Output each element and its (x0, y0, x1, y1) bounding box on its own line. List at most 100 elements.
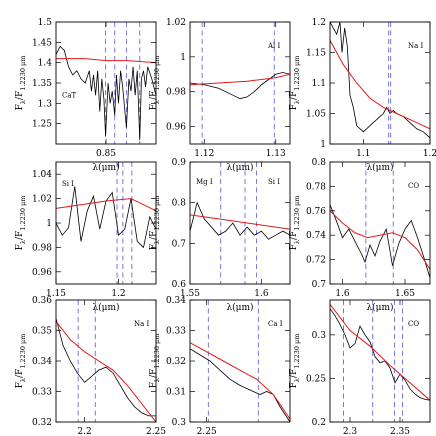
y-tick-label: 0.36 (32, 296, 52, 306)
y-tick-label: 1.04 (32, 170, 52, 180)
panel-3: 1.1 1.2 1 1.05 1.1 1.15 1.2 λ(μm) Fλ/F1.2230 μm N… (289, 18, 436, 173)
x-tick-label: 2.2 (77, 427, 91, 436)
x-tick-label: 1.65 (395, 289, 415, 299)
feature-label: Si I (268, 178, 280, 186)
y-tick-label: 0.7 (312, 280, 327, 290)
x-tick-label: 2.35 (390, 427, 410, 436)
y-tick-label: 1.02 (32, 195, 52, 205)
y-tick-label: 1.05 (306, 110, 326, 120)
y-tick-label: 0.76 (306, 207, 326, 217)
y-tick-label: 0.9 (172, 158, 187, 168)
panel-7: 2.2 2.25 0.32 0.33 0.34 0.35 0.36 λ(μm) Fλ/F1.22… (15, 296, 166, 436)
x-axis-label: λ(μm) (92, 302, 119, 313)
model-spectrum-line (56, 321, 156, 422)
y-tick-label: 1.15 (306, 49, 326, 59)
panel-1: 0.85 1.25 1.3 1.35 1.4 1.45 1.5 λ(μm) Fλ/F1.2230… (15, 18, 157, 173)
y-tick-label: 0.7 (172, 239, 187, 249)
y-tick-label: 0.32 (32, 418, 52, 428)
x-tick-label: 1.12 (194, 149, 214, 159)
feature-label: Mg I (196, 178, 213, 186)
y-tick-label: 0.6 (172, 280, 187, 290)
y-tick-label: 1 (46, 219, 52, 229)
y-tick-label: 0.35 (32, 327, 52, 337)
y-axis-label: Fλ/F1.2230 μm (149, 56, 161, 111)
plot-frame (329, 161, 431, 285)
x-tick-label: 1.2 (111, 289, 125, 299)
feature-label: Si I (62, 180, 74, 188)
x-tick-label: 1.15 (46, 289, 66, 299)
y-axis-label: Fλ/F1.2230 μm (289, 196, 301, 251)
x-axis-label: λ(μm) (226, 162, 253, 173)
x-axis-label: λ(μm) (92, 162, 119, 173)
y-tick-label: 0.31 (166, 388, 186, 398)
model-spectrum-line (330, 304, 430, 401)
panel-5: 1.55 1.6 0.6 0.7 0.8 0.9 λ(μm) Fλ/F1.2230 μm Mg … (149, 158, 291, 313)
y-axis-label: Fλ/F1.2230 μm (289, 334, 301, 389)
y-tick-label: 1.2 (312, 18, 326, 28)
model-spectrum-line (330, 210, 430, 270)
y-tick-label: 1 (180, 53, 186, 63)
y-tick-label: 1.35 (32, 79, 52, 89)
x-axis-label: λ(μm) (366, 302, 393, 313)
y-tick-label: 0.96 (32, 268, 52, 278)
panel-9: 2.3 2.35 0.2 0.25 0.3 λ(μm) Fλ/F1.2230 μm CO (289, 299, 431, 436)
y-tick-label: 0.25 (306, 374, 326, 384)
y-tick-label: 0.74 (306, 231, 326, 241)
model-spectrum-line (190, 214, 290, 230)
model-spectrum-line (56, 58, 156, 64)
x-axis-label: λ(μm) (366, 162, 393, 173)
x-tick-label: 1.6 (254, 289, 269, 299)
y-tick-label: 0.34 (32, 357, 52, 367)
x-tick-label: 1.55 (180, 289, 200, 299)
panel-8: 2.25 0.3 0.31 0.32 0.33 0.34 λ(μm) Fλ/F1.2230 μ… (149, 296, 291, 436)
observed-spectrum-line (56, 45, 156, 140)
x-tick-label: 1.2 (423, 149, 436, 159)
observed-spectrum-line (330, 204, 430, 279)
observed-spectrum-line (190, 72, 290, 100)
model-spectrum-line (330, 40, 430, 130)
y-tick-label: 0.3 (172, 418, 187, 428)
y-tick-label: 0.78 (306, 182, 326, 192)
observed-spectrum-line (190, 201, 290, 240)
feature-label: Na I (408, 42, 424, 50)
feature-label: Ca I (268, 320, 283, 328)
y-tick-label: 1.4 (38, 59, 53, 69)
feature-label: CO (408, 182, 419, 190)
y-tick-label: 0.3 (312, 331, 327, 341)
x-tick-label: 1.13 (266, 149, 286, 159)
y-axis-label: Fλ/F1.2230 μm (15, 196, 27, 251)
y-tick-label: 0.33 (32, 388, 52, 398)
x-axis-label: λ(μm) (226, 302, 253, 313)
observed-spectrum-line (56, 186, 156, 249)
y-axis-label: Fλ/F1.2230 μm (149, 196, 161, 251)
x-tick-label: 2.25 (146, 427, 166, 436)
y-axis-label: Fλ/F1.2230 μm (15, 56, 27, 111)
panel-6: 1.6 1.65 0.7 0.72 0.74 0.76 0.78 0.8 λ(μm) Fλ/F1.… (289, 158, 431, 313)
y-tick-label: 0.33 (166, 327, 186, 337)
y-tick-label: 0.8 (312, 158, 327, 168)
plot-frame (55, 299, 157, 423)
observed-spectrum-line (330, 308, 430, 401)
y-tick-label: 0.72 (306, 256, 326, 266)
y-tick-label: 1 (320, 140, 326, 150)
y-axis-label: Fλ/F1.2230 μm (15, 334, 27, 389)
plot-frame (189, 21, 291, 145)
x-tick-label: 1.6 (335, 289, 350, 299)
plot-frame (329, 21, 431, 145)
x-tick-label: 2.25 (197, 427, 217, 436)
y-axis-label: Fλ/F1.2230 μm (289, 56, 301, 111)
panel-4: 1.15 1.2 0.96 0.98 1 1.02 1.04 λ(μm) Fλ/F1.2230 … (15, 161, 157, 313)
y-tick-label: 0.98 (32, 243, 52, 253)
y-tick-label: 0.32 (166, 357, 186, 367)
plot-frame (189, 299, 291, 423)
panel-2: 1.12 1.13 0.96 0.98 1 1.02 λ(μm) Fλ/F1.2230 μm A… (149, 18, 291, 173)
plot-frame (189, 161, 291, 285)
feature-label: CO (408, 320, 419, 328)
y-tick-label: 1.45 (32, 38, 52, 48)
y-tick-label: 1.5 (38, 18, 53, 28)
y-tick-label: 0.98 (166, 88, 186, 98)
x-tick-label: 0.85 (96, 149, 116, 159)
observed-spectrum-line (330, 22, 430, 139)
model-spectrum-line (190, 73, 290, 86)
y-tick-label: 1.25 (32, 120, 52, 130)
